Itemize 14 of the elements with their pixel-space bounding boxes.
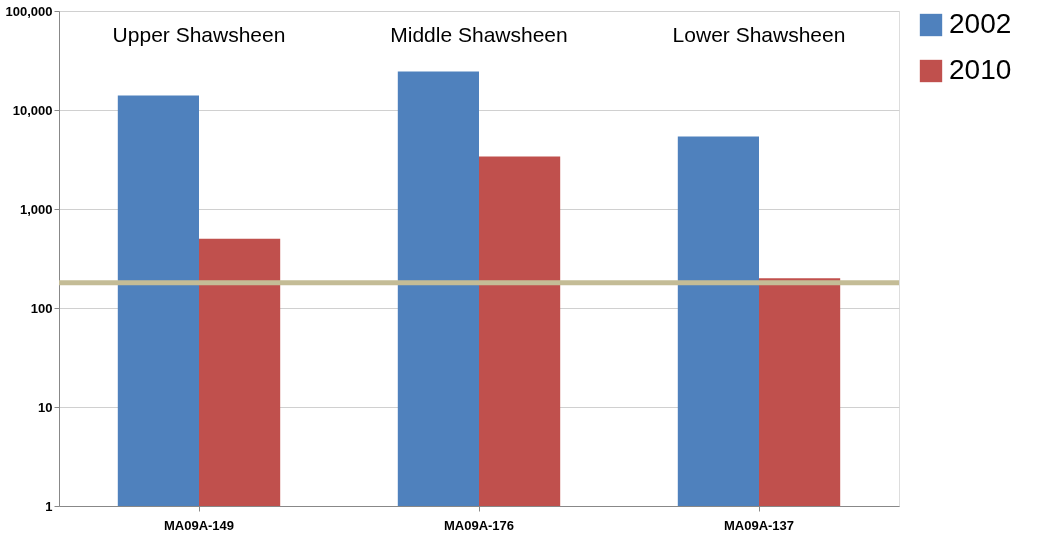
x-tick-label: MA09A-149: [163, 517, 235, 533]
annotation: Lower Shawsheen: [672, 23, 846, 46]
y-tick-label: 10: [38, 399, 53, 415]
legend-label: 2002: [949, 8, 1012, 39]
y-tick-label: 10,000: [12, 102, 53, 118]
annotation: Upper Shawsheen: [112, 23, 286, 46]
x-tick-label: MA09A-176: [443, 517, 515, 533]
x-tick-label: MA09A-137: [723, 517, 795, 533]
y-tick-label: 100: [30, 300, 53, 316]
annotation: Middle Shawsheen: [390, 23, 568, 46]
y-tick-label: 1,000: [19, 201, 53, 217]
legend-label: 2010: [949, 54, 1012, 85]
y-tick-label: 100,000: [5, 3, 53, 19]
y-tick-label: 1: [45, 498, 53, 514]
